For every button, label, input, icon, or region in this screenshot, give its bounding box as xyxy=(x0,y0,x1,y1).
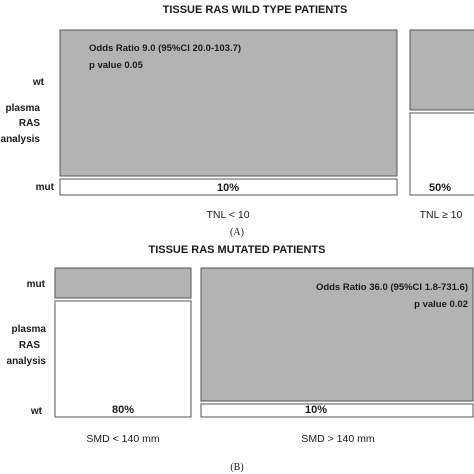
panel-a-ylabel-line3: analysis xyxy=(1,134,41,145)
panel-b-col2-label: SMD > 140 mm xyxy=(301,433,374,445)
panel-b-p-value: p value 0.02 xyxy=(414,299,468,310)
panel-a-ylabel-mut: mut xyxy=(36,182,55,193)
panel-a-col2-label: TNL ≥ 10 xyxy=(420,209,463,221)
panel-a-col2-mut-cell xyxy=(409,112,474,196)
panel-a-ylabel-line1: plasma xyxy=(6,103,41,114)
panel-a-col2-pct-label: 50% xyxy=(429,182,451,194)
panel-b-ylabel-line3: analysis xyxy=(7,356,47,367)
panel-b-ylabel-wt: wt xyxy=(30,406,43,417)
panel-a-col1-mut-cell xyxy=(59,178,398,196)
panel-b-caption: (B) xyxy=(230,462,243,473)
panel-b-col2-pct-label: 10% xyxy=(305,404,327,416)
panel-b-title: TISSUE RAS MUTATED PATIENTS xyxy=(148,244,325,256)
panel-b-ylabel-mut: mut xyxy=(27,279,46,290)
panel-b: TISSUE RAS MUTATED PATIENTS mut plasma R… xyxy=(7,244,474,473)
panel-b-ylabel-line1: plasma xyxy=(12,324,47,335)
panel-b-col2-wt-cell xyxy=(200,403,474,418)
panel-b-ylabel-line2: RAS xyxy=(19,340,40,351)
panel-a-caption: (A) xyxy=(230,227,244,238)
panel-a-col1-label: TNL < 10 xyxy=(206,209,249,221)
panel-a-col2-wt-cell xyxy=(409,29,474,111)
panel-a: TISSUE RAS WILD TYPE PATIENTS wt plasma … xyxy=(1,4,474,238)
panel-b-col1-wt-cell xyxy=(54,300,192,418)
panel-b-col2-mut-cell xyxy=(200,267,474,402)
panel-a-ylabel-line2: RAS xyxy=(19,118,40,129)
panel-a-col1-wt-cell xyxy=(59,29,398,177)
panel-b-col1-label: SMD < 140 mm xyxy=(86,433,159,445)
panel-a-col1-pct-label: 10% xyxy=(217,182,239,194)
panel-b-col1-pct-label: 80% xyxy=(112,404,134,416)
panel-a-title: TISSUE RAS WILD TYPE PATIENTS xyxy=(163,4,348,16)
panel-b-col1-mut-cell xyxy=(54,267,192,299)
panel-a-ylabel-wt: wt xyxy=(32,77,45,88)
panel-a-p-value: p value 0.05 xyxy=(89,60,144,71)
panel-a-odds-ratio: Odds Ratio 9.0 (95%CI 20.0-103.7) xyxy=(89,43,241,54)
panel-b-odds-ratio: Odds Ratio 36.0 (95%CI 1.8-731.6) xyxy=(316,282,468,293)
